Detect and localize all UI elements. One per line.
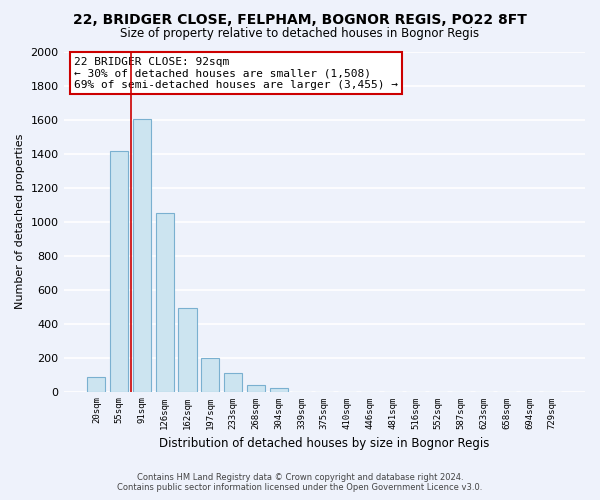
X-axis label: Distribution of detached houses by size in Bognor Regis: Distribution of detached houses by size … <box>159 437 490 450</box>
Text: Size of property relative to detached houses in Bognor Regis: Size of property relative to detached ho… <box>121 28 479 40</box>
Text: Contains HM Land Registry data © Crown copyright and database right 2024.
Contai: Contains HM Land Registry data © Crown c… <box>118 473 482 492</box>
Bar <box>155 213 174 392</box>
Bar <box>247 385 265 392</box>
Text: 22, BRIDGER CLOSE, FELPHAM, BOGNOR REGIS, PO22 8FT: 22, BRIDGER CLOSE, FELPHAM, BOGNOR REGIS… <box>73 12 527 26</box>
Bar <box>269 388 288 392</box>
Bar <box>133 118 151 392</box>
Bar <box>201 358 220 392</box>
Bar <box>178 308 197 392</box>
Text: 22 BRIDGER CLOSE: 92sqm
← 30% of detached houses are smaller (1,508)
69% of semi: 22 BRIDGER CLOSE: 92sqm ← 30% of detache… <box>74 56 398 90</box>
Bar <box>110 151 128 392</box>
Bar <box>87 377 106 392</box>
Bar <box>224 373 242 392</box>
Y-axis label: Number of detached properties: Number of detached properties <box>15 134 25 309</box>
